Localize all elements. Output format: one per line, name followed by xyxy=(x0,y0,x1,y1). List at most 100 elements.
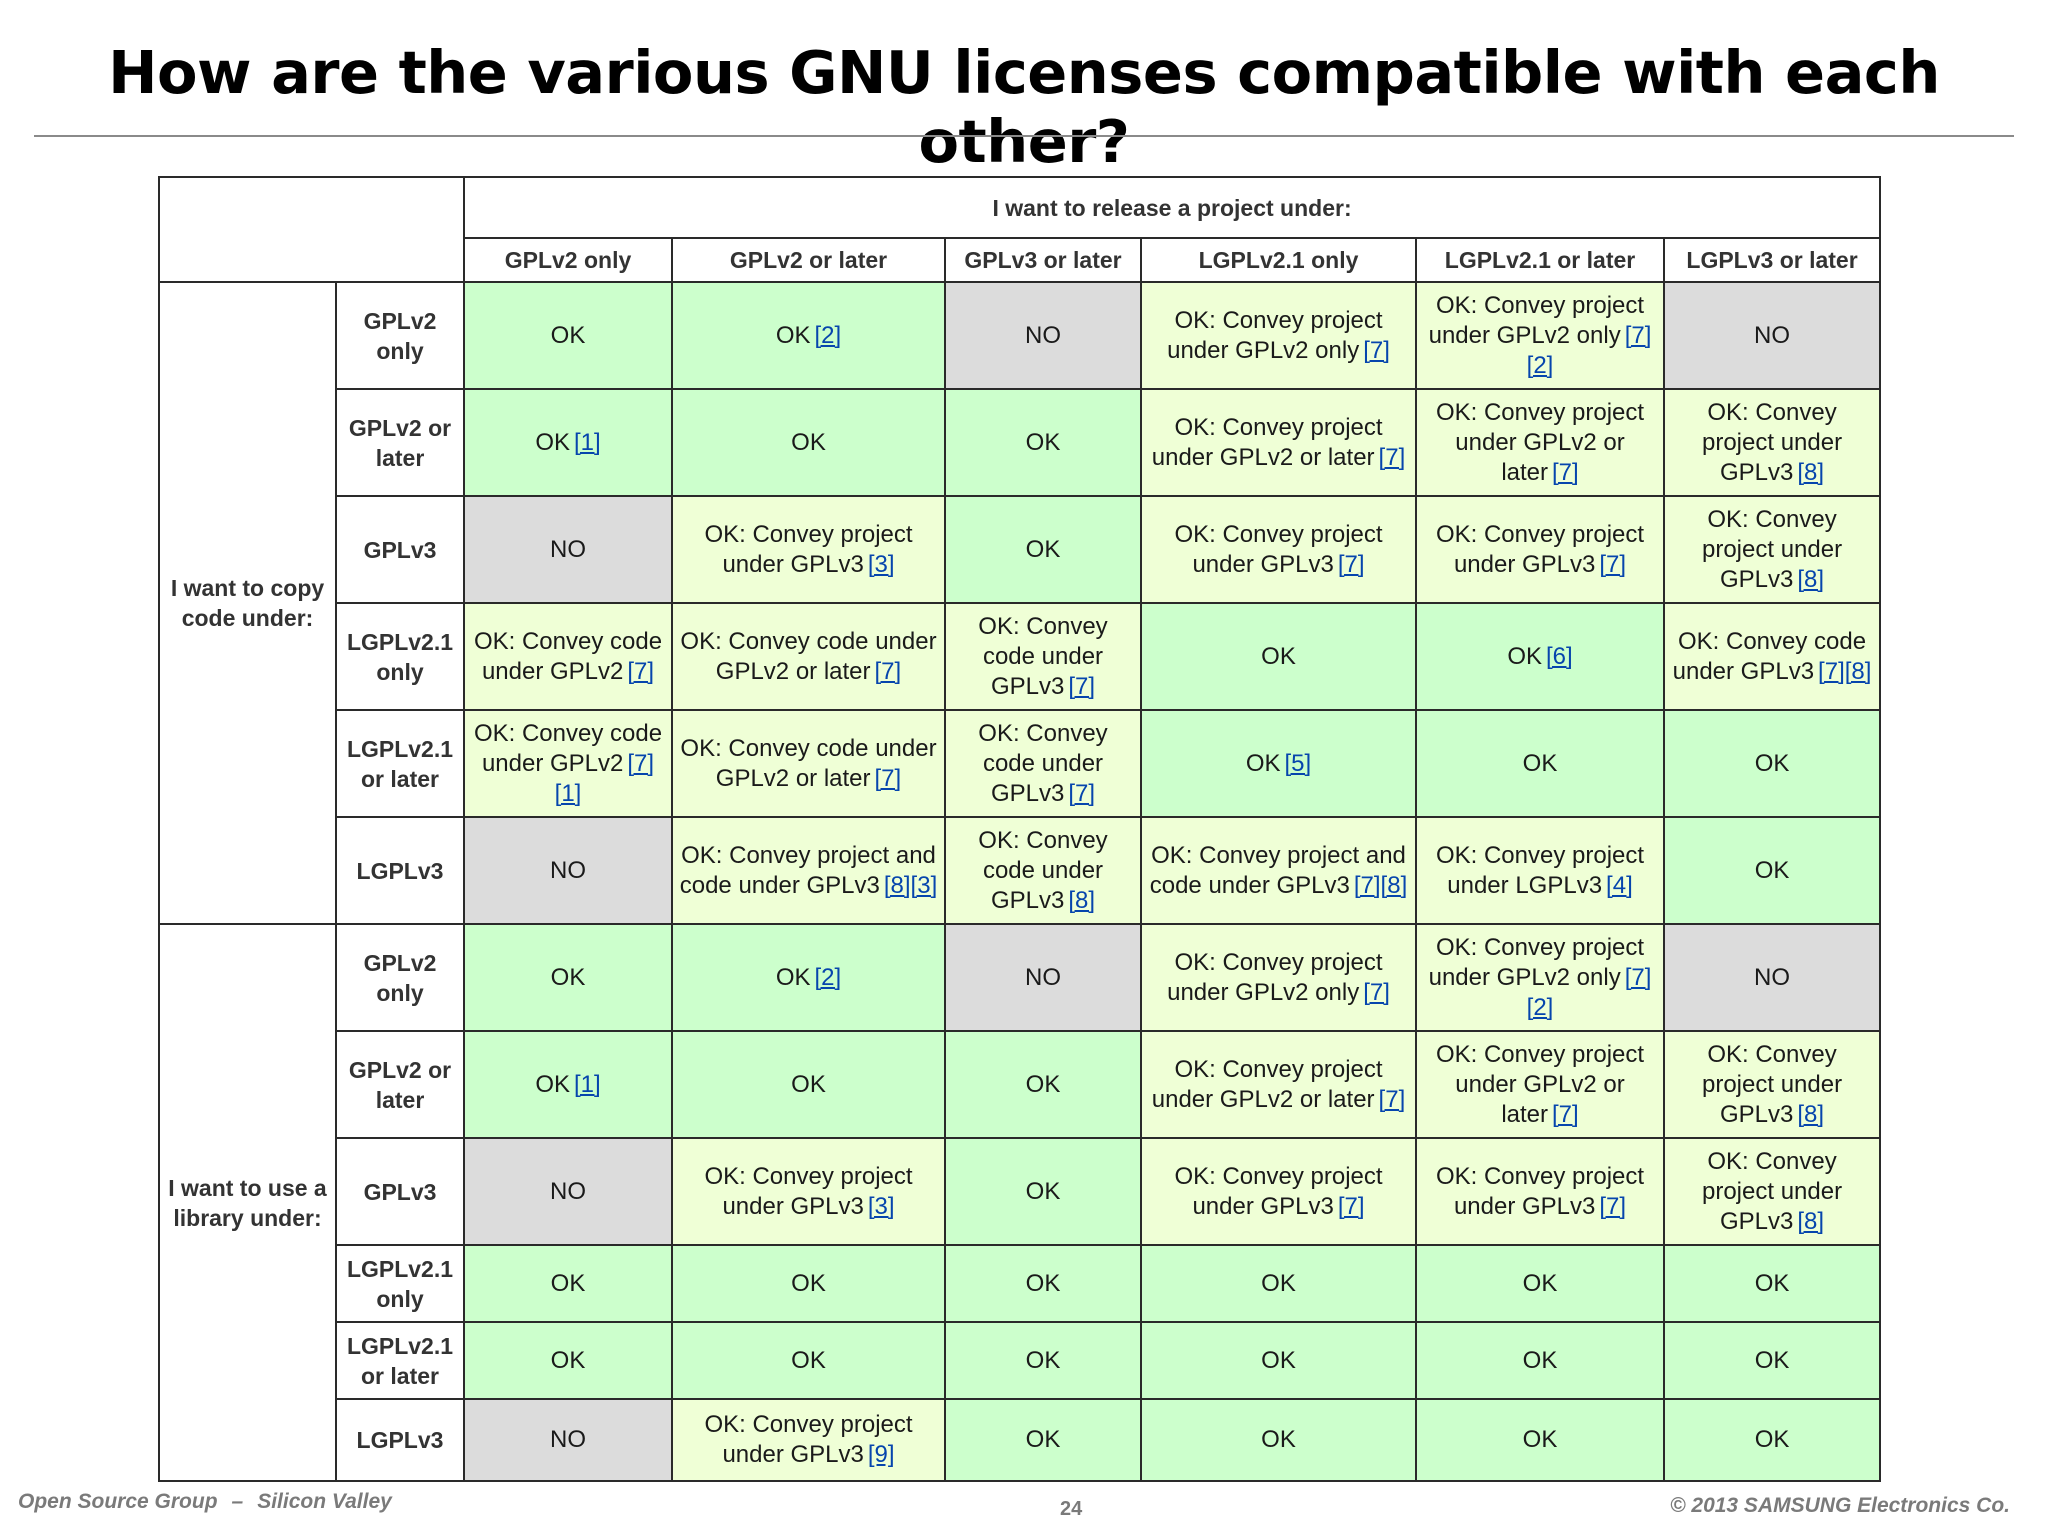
cell-text: OK xyxy=(550,321,586,349)
footnote-link[interactable]: [8] xyxy=(1797,1207,1825,1235)
footnote-link[interactable]: [7] xyxy=(1337,550,1365,578)
footnote-link[interactable]: [2] xyxy=(814,963,842,991)
footnote-link[interactable]: [7] xyxy=(1337,1192,1365,1220)
cell-text: OK xyxy=(1025,428,1061,456)
cell-text: OK xyxy=(1522,1426,1558,1453)
footnote-link[interactable]: [3] xyxy=(867,1192,895,1220)
table-cell: OK [2] xyxy=(671,923,946,1032)
cell-text: OK: Convey project and code under GPLv3 xyxy=(679,841,936,899)
footnote-link[interactable]: [7] xyxy=(1378,443,1406,471)
row-header: LGPLv2.1 only xyxy=(335,602,465,711)
cell-text: OK xyxy=(1261,1426,1296,1453)
table-cell: OK: Convey project under GPLv2 only [7] xyxy=(1140,923,1417,1032)
footnote-link[interactable]: [8] xyxy=(1797,1100,1825,1128)
table-cell: OK: Convey project under GPLv2 or later[… xyxy=(1140,1030,1417,1139)
table-row: GPLv2 or later OK [1] OK OK OK: Convey projec… xyxy=(159,388,1882,497)
footer-org: Open Source Group – Silicon Valley xyxy=(18,1490,392,1514)
cell-text: OK xyxy=(791,1346,826,1374)
row-header: LGPLv3 xyxy=(335,816,465,925)
table-cell: OK: Convey project under GPLv2 only [7][2… xyxy=(1415,281,1665,390)
footnote-link[interactable]: [7] xyxy=(1552,1100,1579,1128)
table-cell: OK: Convey project under GPLv3 [7] xyxy=(1140,495,1417,604)
table-cell: OK xyxy=(1662,1244,1882,1323)
cell-text: OK: Convey project under GPLv3 xyxy=(704,1411,913,1468)
footnote-link[interactable]: [8] xyxy=(1797,458,1825,486)
table-cell: OK xyxy=(1140,1244,1417,1323)
footnote-link[interactable]: [7] xyxy=(627,657,655,685)
footnote-link[interactable]: [7] xyxy=(1599,1192,1627,1220)
footnote-link[interactable]: [4] xyxy=(1606,871,1633,899)
table-cell: OK xyxy=(1415,1244,1665,1323)
footnote-link[interactable]: [7] xyxy=(874,764,902,792)
footnote-link[interactable]: [7] xyxy=(1068,672,1096,700)
footnote-link[interactable]: [7][2] xyxy=(1526,321,1652,379)
footer-copyright: © 2013 SAMSUNG Electronics Co. xyxy=(1670,1494,2010,1517)
footnote-link[interactable]: [7][8] xyxy=(1818,657,1872,685)
cell-text: NO xyxy=(1025,963,1061,991)
cell-text: OK: Convey project under GPLv2 only xyxy=(1167,306,1383,364)
cell-text: OK xyxy=(550,963,586,991)
footnote-link[interactable]: [5] xyxy=(1284,749,1312,777)
table-cell: OK xyxy=(671,1030,946,1139)
footnote-link[interactable]: [7] xyxy=(1363,336,1390,364)
footnote-link[interactable]: [9] xyxy=(867,1441,895,1468)
table-row: GPLv2 or later OK [1] OK OK OK: Convey projec… xyxy=(159,1030,1882,1139)
table-cell: NO xyxy=(944,923,1142,1032)
table-cell: NO xyxy=(1662,923,1882,1032)
footnote-link[interactable]: [8][3] xyxy=(883,871,938,899)
footnote-link[interactable]: [7] xyxy=(1378,1085,1406,1113)
cell-text: OK: Convey project under GPLv2 only xyxy=(1428,291,1645,349)
footnote-link[interactable]: [7] xyxy=(1599,550,1627,578)
footer-location: Silicon Valley xyxy=(257,1490,392,1513)
table-cell: OK: Convey project and code under GPLv3[… xyxy=(671,816,946,925)
table-cell: OK: Convey project under GPLv3 [7] xyxy=(1415,1137,1665,1246)
table-cell: NO xyxy=(1662,281,1882,390)
row-header: GPLv2 or later xyxy=(335,1030,465,1139)
table-cell: OK [6] xyxy=(1415,602,1665,711)
cell-text: OK xyxy=(550,1269,586,1297)
table-cell: OK: Convey project under GPLv3 [8] xyxy=(1662,388,1882,497)
footnote-link[interactable]: [7][1] xyxy=(554,749,655,807)
cell-text: OK xyxy=(1754,1426,1790,1453)
footnote-link[interactable]: [1] xyxy=(574,1070,601,1098)
table-cell: OK xyxy=(944,495,1142,604)
footnote-link[interactable]: [6] xyxy=(1546,642,1573,670)
table-row: I want to use a library under: GPLv2 only… xyxy=(158,923,1882,1482)
footnote-link[interactable]: [3] xyxy=(867,550,895,578)
table-cell: OK: Convey project under GPLv2 or later[… xyxy=(1415,1030,1665,1139)
footnote-link[interactable]: [2] xyxy=(814,321,842,349)
footnote-link[interactable]: [8] xyxy=(1797,565,1825,593)
footnote-link[interactable]: [1] xyxy=(574,428,601,456)
row-header: LGPLv2.1 or later xyxy=(335,709,465,818)
cell-text: OK xyxy=(1261,642,1296,670)
table-cell: OK xyxy=(1140,602,1417,711)
cell-text: OK: Convey project under GPLv3 xyxy=(704,520,913,578)
footnote-link[interactable]: [7][8] xyxy=(1353,871,1408,899)
row-header: GPLv2 only xyxy=(335,923,465,1032)
table-row: LGPLv2.1 only OK OK OK OK OK OK xyxy=(159,1244,1882,1323)
table-cell: OK: Convey project under GPLv3 [7] xyxy=(1140,1137,1417,1246)
table-row: GPLv3 NO OK: Convey project under GPLv3 [3]… xyxy=(159,1137,1882,1246)
table-cell: NO xyxy=(944,281,1142,390)
footnote-link[interactable]: [7] xyxy=(874,657,902,685)
table-cell: NO xyxy=(463,816,673,925)
table-cell: OK: Convey project and code under GPLv3[… xyxy=(1140,816,1417,925)
cell-text: OK: Convey project under GPLv3 xyxy=(1174,1162,1383,1220)
footnote-link[interactable]: [8] xyxy=(1068,886,1096,914)
table-cell: OK xyxy=(463,1244,673,1323)
cell-text: OK xyxy=(775,963,811,991)
table-row: LGPLv2.1 only OK: Convey code under GPLv2… xyxy=(159,602,1882,711)
table-cell: OK xyxy=(1415,1398,1665,1482)
footnote-link[interactable]: [7][2] xyxy=(1526,963,1652,1021)
column-header: LGPLv3 or later xyxy=(1662,237,1882,283)
table-cell: OK: Convey code under GPLv2 or later [7] xyxy=(671,602,946,711)
footnote-link[interactable]: [7] xyxy=(1068,779,1096,807)
table-cell: OK xyxy=(463,1321,673,1400)
table-cell: OK: Convey code under GPLv3 [7][8] xyxy=(1662,602,1882,711)
footnote-link[interactable]: [7] xyxy=(1363,978,1390,1006)
cell-text: OK: Convey code under GPLv3 xyxy=(978,719,1108,807)
table-cell: OK: Convey code under GPLv3 [7] xyxy=(944,602,1142,711)
table-row: LGPLv3 NO OK: Convey project and code unde… xyxy=(159,816,1882,925)
footnote-link[interactable]: [7] xyxy=(1552,458,1579,486)
table-row: LGPLv2.1 or later OK: Convey code under G… xyxy=(159,709,1882,818)
